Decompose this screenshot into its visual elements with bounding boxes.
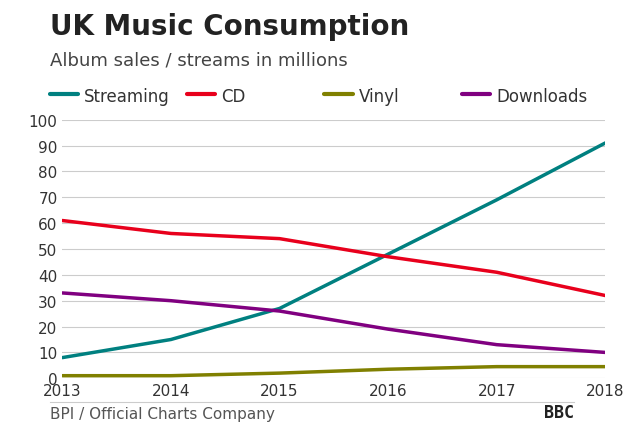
Text: Streaming: Streaming: [84, 88, 170, 106]
Text: BPI / Official Charts Company: BPI / Official Charts Company: [50, 406, 275, 421]
Text: CD: CD: [222, 88, 246, 106]
Text: Album sales / streams in millions: Album sales / streams in millions: [50, 52, 348, 70]
Text: Vinyl: Vinyl: [359, 88, 399, 106]
Text: Downloads: Downloads: [496, 88, 587, 106]
Text: BBC: BBC: [544, 403, 574, 421]
Text: UK Music Consumption: UK Music Consumption: [50, 13, 409, 41]
